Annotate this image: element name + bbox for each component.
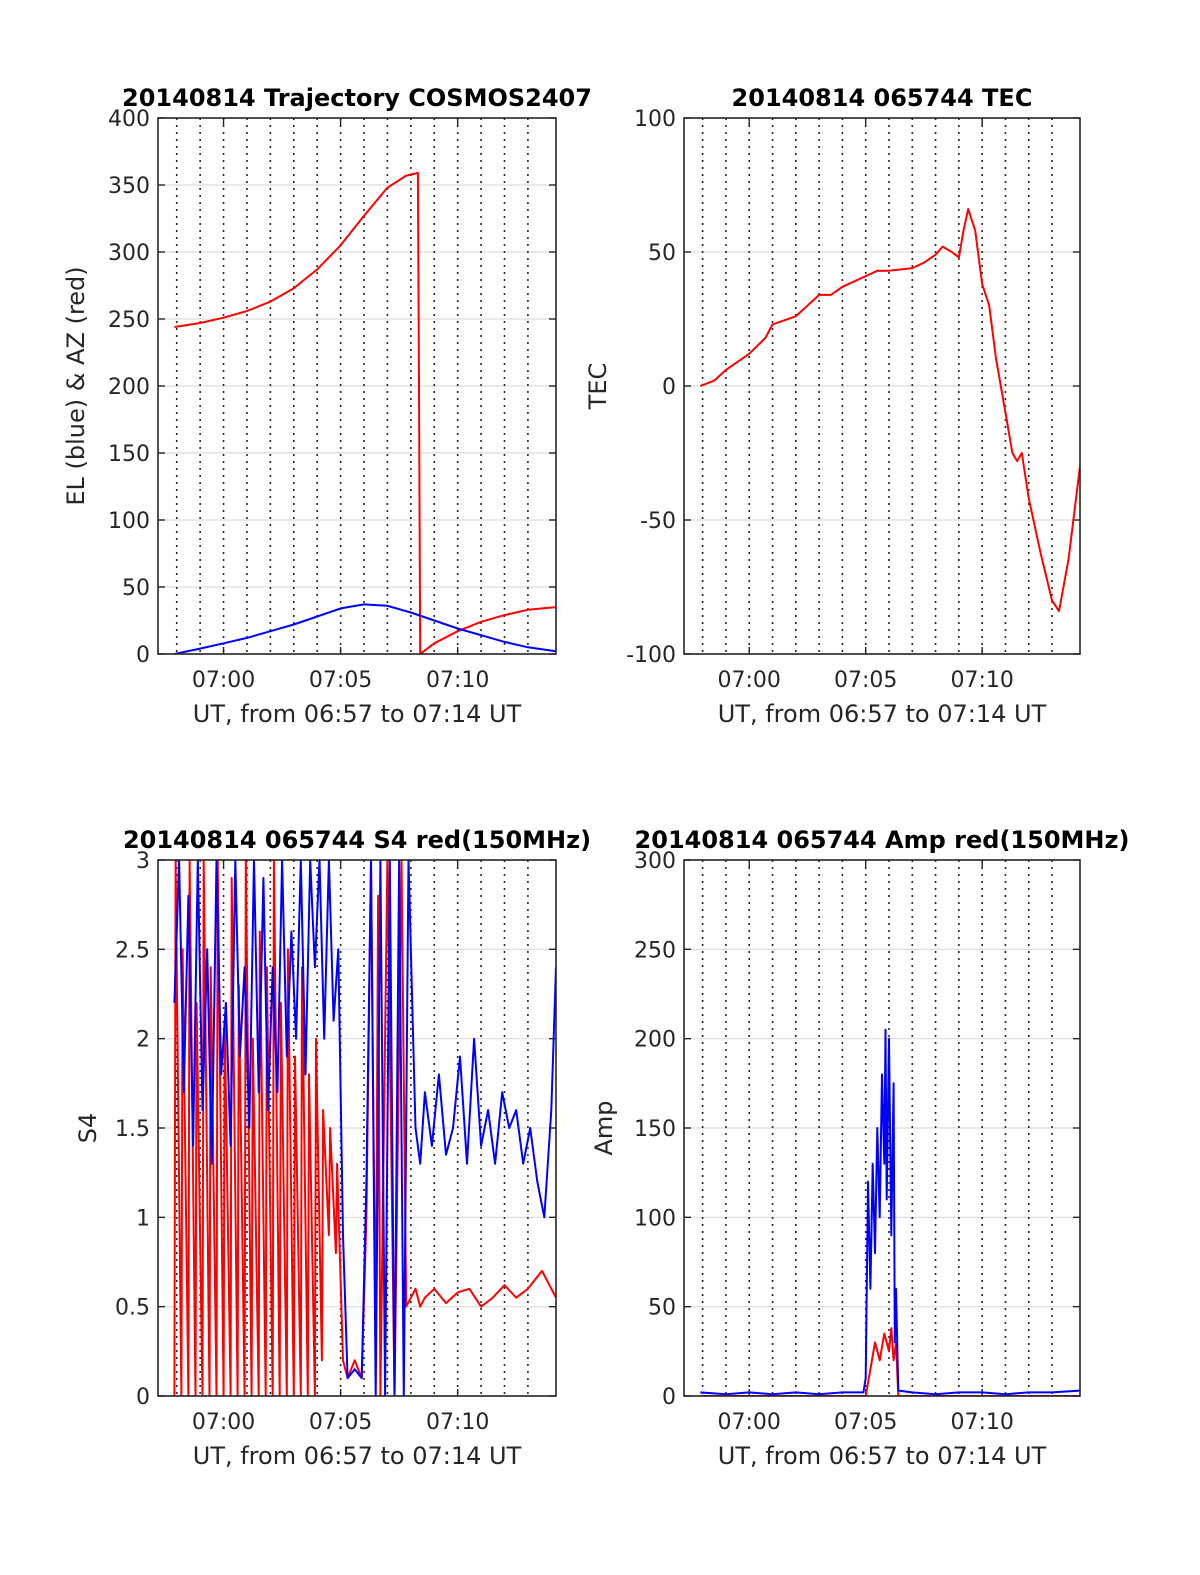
series-line-1: [173, 860, 556, 1396]
x-tick-label: 07:10: [950, 1410, 1013, 1435]
chart-title: 20140814 065744 S4 red(150MHz): [123, 826, 591, 854]
x-tick-label: 07:00: [718, 1410, 781, 1435]
x-tick-label: 07:10: [426, 668, 489, 693]
series-line-2: [174, 603, 556, 654]
y-tick-label: -100: [626, 643, 676, 668]
y-tick-label: 0: [136, 643, 150, 668]
y-tick-label: 100: [634, 1206, 676, 1231]
y-axis-label: TEC: [584, 363, 612, 411]
chart-title: 20140814 Trajectory COSMOS2407: [122, 84, 592, 112]
x-tick-label: 07:10: [426, 1410, 489, 1435]
y-tick-label: 50: [648, 241, 676, 266]
y-tick-label: 150: [108, 442, 150, 467]
y-tick-label: -50: [640, 509, 676, 534]
chart-title: 20140814 065744 Amp red(150MHz): [635, 826, 1130, 854]
y-tick-label: 300: [108, 241, 150, 266]
y-tick-label: 250: [634, 938, 676, 963]
y-tick-label: 300: [634, 849, 676, 874]
y-tick-label: 250: [108, 308, 150, 333]
y-axis-label: Amp: [590, 1100, 618, 1155]
x-axis-label: UT, from 06:57 to 07:14 UT: [193, 1442, 522, 1470]
chart-panel-1: 0 50 100 150 200 250 300 350 400 07:00 07:05 07:10 2…: [62, 84, 592, 728]
y-tick-label: 200: [108, 375, 150, 400]
y-tick-label: 0: [136, 1385, 150, 1410]
y-tick-label: 50: [122, 576, 150, 601]
plot-frame: [157, 117, 557, 655]
series-line-1: [700, 1327, 1080, 1396]
chart-panel-2: -100 -50 0 50 100 07:00 07:05 07:10 20140814 065…: [584, 84, 1081, 728]
chart-title: 20140814 065744 TEC: [732, 84, 1033, 112]
y-tick-label: 400: [108, 107, 150, 132]
x-tick-label: 07:05: [834, 1410, 897, 1435]
x-tick-label: 07:00: [192, 1410, 255, 1435]
y-tick-label: 1.5: [115, 1117, 150, 1142]
x-axis-label: UT, from 06:57 to 07:14 UT: [718, 700, 1047, 728]
y-tick-label: 2.5: [115, 938, 150, 963]
y-tick-label: 350: [108, 174, 150, 199]
x-tick-label: 07:00: [192, 668, 255, 693]
y-tick-label: 0: [662, 375, 676, 400]
x-tick-label: 07:05: [309, 668, 372, 693]
x-axis-label: UT, from 06:57 to 07:14 UT: [718, 1442, 1047, 1470]
x-tick-label: 07:05: [834, 668, 897, 693]
chart-panel-4: 0 50 100 150 200 250 300 07:00 07:05 07:10 2014081…: [590, 826, 1129, 1470]
series-line-1: [699, 208, 1080, 613]
chart-panel-3: 0 0.5 1 1.5 2 2.5 3 07:00 07:05 07:10 20140814 065…: [74, 826, 591, 1470]
x-tick-label: 07:10: [950, 668, 1013, 693]
y-axis-label: S4: [74, 1113, 102, 1144]
y-tick-label: 100: [634, 107, 676, 132]
y-tick-label: 2: [136, 1028, 150, 1053]
x-tick-label: 07:00: [718, 668, 781, 693]
series-line-1: [174, 171, 556, 654]
x-tick-label: 07:05: [309, 1410, 372, 1435]
y-tick-label: 50: [648, 1296, 676, 1321]
y-tick-label: 200: [634, 1028, 676, 1053]
series-line-2: [173, 860, 556, 1396]
y-tick-label: 3: [136, 849, 150, 874]
y-tick-label: 150: [634, 1117, 676, 1142]
plot-frame: [157, 859, 557, 1397]
plot-frame: [683, 117, 1081, 655]
y-tick-label: 0: [662, 1385, 676, 1410]
y-tick-label: 1: [136, 1206, 150, 1231]
y-tick-label: 100: [108, 509, 150, 534]
plot-frame: [683, 859, 1081, 1397]
y-tick-label: 0.5: [115, 1296, 150, 1321]
series-line-2: [700, 1028, 1080, 1396]
x-axis-label: UT, from 06:57 to 07:14 UT: [193, 700, 522, 728]
y-axis-label: EL (blue) & AZ (red): [62, 266, 90, 505]
